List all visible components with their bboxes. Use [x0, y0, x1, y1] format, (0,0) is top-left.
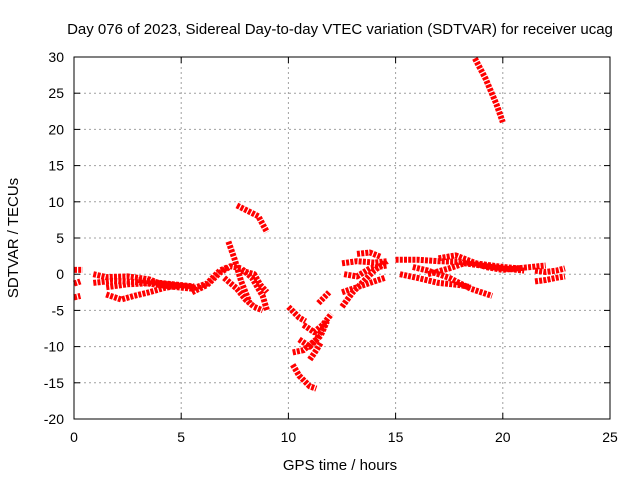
data-arc-arc-32: [534, 273, 566, 285]
data-arc-arc-27: [399, 271, 472, 291]
y-tick-label: 20: [48, 121, 64, 137]
data-arc-arc-12: [240, 267, 270, 295]
y-tick-label: 15: [48, 158, 64, 174]
y-tick-label: -20: [44, 411, 64, 427]
grid-lines: [74, 57, 610, 419]
data-arc-arc-03: [73, 292, 82, 301]
data-arc-arc-06: [105, 279, 195, 291]
data-arc-arc-18: [307, 341, 324, 362]
y-tick-label: -5: [52, 302, 65, 318]
y-tick-label: 5: [56, 230, 64, 246]
y-tick-label: 25: [48, 85, 64, 101]
y-axis-label: SDTVAR / TECUs: [5, 178, 22, 298]
x-tick-label: 20: [495, 429, 511, 445]
data-arc-arc-31: [534, 265, 566, 275]
data-arc-arc-22: [341, 258, 388, 267]
x-tick-label: 0: [70, 429, 78, 445]
data-arc-arc-07: [105, 282, 178, 303]
data-arc-arc-14: [286, 304, 308, 324]
y-tick-label: -15: [44, 375, 64, 391]
data-arc-arc-25: [356, 249, 382, 260]
y-tick-label: 0: [56, 266, 64, 282]
x-axis-label: GPS time / hours: [283, 457, 397, 474]
x-tick-label: 10: [281, 429, 297, 445]
x-tick-labels: 0 5 10 15 20 25: [70, 429, 618, 445]
data-arc-arc-33: [472, 57, 506, 124]
x-tick-label: 15: [388, 429, 404, 445]
x-tick-label: 5: [177, 429, 185, 445]
data-arc-arc-13: [235, 202, 270, 234]
y-tick-label: 10: [48, 194, 64, 210]
y-tick-label: 30: [48, 49, 64, 65]
data-arc-arc-08: [137, 277, 195, 290]
data-series: [73, 57, 566, 392]
data-arc-arc-16: [297, 320, 330, 350]
data-arc-arc-19: [290, 363, 318, 392]
data-arc-arc-30: [427, 260, 525, 278]
y-tick-label: -10: [44, 339, 64, 355]
data-arc-arc-24: [341, 274, 386, 296]
data-arc-arc-20: [316, 290, 332, 306]
data-arc-arc-23: [343, 262, 388, 280]
x-tick-label: 25: [602, 429, 618, 445]
data-arc-arc-28: [412, 264, 494, 299]
data-arc-arc-17: [301, 312, 334, 336]
data-arc-arc-11: [222, 275, 264, 314]
axis-ticks: [73, 56, 611, 420]
data-arc-arc-02: [73, 278, 82, 287]
data-arc-arc-10: [225, 240, 253, 305]
chart-title: Day 076 of 2023, Sidereal Day-to-day VTE…: [67, 21, 613, 38]
y-tick-labels: -20 -15 -10 -5 0 5 10 15 20 25 30: [44, 49, 64, 427]
